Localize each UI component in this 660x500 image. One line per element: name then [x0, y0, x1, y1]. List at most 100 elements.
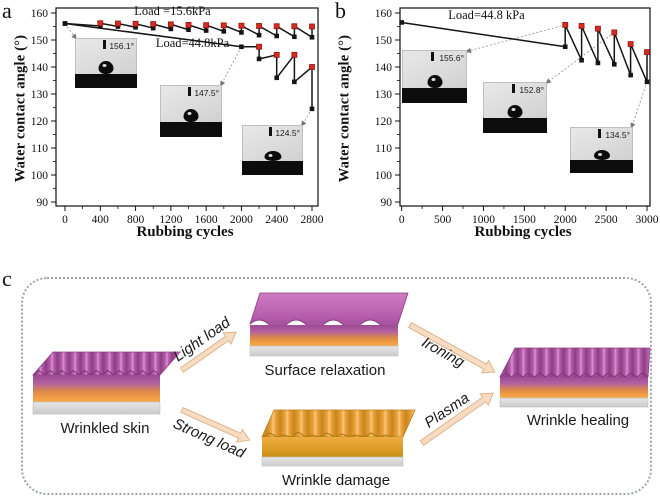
- needle-icon: [187, 87, 191, 96]
- chart-panel-b: 0 500 1000 1500 2000 2500 3000 90 100 110 120 130 14…: [375, 7, 659, 226]
- panel-letter-a: a: [2, 0, 12, 23]
- needle-icon: [511, 84, 515, 93]
- droplet-photo-inset: 156.1°: [75, 38, 137, 88]
- x-axis-title: Rubbing cycles: [474, 224, 572, 240]
- block-top-face: [249, 292, 409, 329]
- rubbed-data-marker: [256, 32, 262, 38]
- healed-data-marker: [309, 64, 315, 70]
- series-line: [64, 22, 313, 109]
- rubbed-data-marker: [309, 106, 315, 112]
- rubbed-data-marker: [292, 34, 297, 40]
- rubbed-data-marker: [62, 21, 68, 26]
- tick-label: 2800: [301, 214, 324, 226]
- axes: 0 500 1000 1500 2000 2500 3000 90 100 110 120 130 14…: [375, 7, 659, 226]
- tick-label: 1000: [472, 214, 495, 226]
- healed-data-marker: [167, 21, 174, 28]
- rubbed-data-marker: [628, 72, 633, 78]
- healed-data-marker: [203, 22, 210, 29]
- block-label-surface-relaxation: Surface relaxation: [264, 362, 386, 379]
- wrinkle-damage-block: [261, 409, 416, 467]
- tick-label: 120: [31, 116, 49, 128]
- panel-letter-c: c: [2, 266, 12, 291]
- healed-data-marker: [185, 21, 192, 28]
- tick-label: 160: [375, 8, 393, 20]
- needle-icon: [598, 129, 602, 138]
- y-axis-title: Water contact angle (°): [12, 34, 29, 183]
- wrinkled-skin-block: [32, 351, 181, 415]
- rubbed-data-marker: [644, 79, 650, 85]
- tick-label: 150: [375, 35, 393, 47]
- load-annotation: Load=44.8kPa: [155, 36, 230, 50]
- healed-data-marker: [256, 23, 262, 29]
- y-axis-title: Water contact angle (°): [336, 34, 353, 183]
- contact-angle-value: 147.5°: [194, 88, 219, 98]
- block-label-wrinkle-damage: Wrinkle damage: [281, 472, 391, 489]
- droplet-photo-inset: 155.6°: [402, 50, 467, 103]
- tick-label: 110: [31, 143, 48, 155]
- droplet-photo-inset: 124.5°: [242, 125, 303, 175]
- tick-label: 500: [434, 214, 452, 226]
- substrate-surface: [160, 121, 222, 137]
- block-front-face: [500, 377, 648, 398]
- healed-data-marker: [309, 23, 315, 30]
- tick-label: 150: [31, 35, 49, 47]
- rubbed-data-marker: [221, 29, 227, 34]
- block-base-layer: [32, 401, 161, 415]
- healed-data-marker: [291, 23, 298, 30]
- healed-data-marker: [273, 51, 280, 58]
- axes: 0 400 800 1200 1600 2000 2400 2800 90 100 110 120 13…: [31, 7, 324, 226]
- tick-label: 0: [399, 214, 405, 226]
- inset-pointer-line: [630, 81, 648, 130]
- substrate-surface: [483, 118, 547, 133]
- tick-label: 120: [375, 116, 393, 128]
- tick-label: 130: [375, 89, 393, 101]
- tick-label: 0: [62, 214, 68, 226]
- water-droplet-icon: [593, 149, 610, 160]
- substrate-surface: [242, 160, 303, 175]
- rubbed-data-marker: [239, 30, 244, 35]
- tick-label: 1500: [513, 214, 536, 226]
- chart-panel-a: 0 400 800 1200 1600 2000 2400 2800 90 100 110 120 13…: [31, 7, 324, 226]
- healed-data-marker: [578, 23, 585, 29]
- block-label-wrinkle-healing: Wrinkle healing: [526, 412, 630, 429]
- rubbed-data-marker: [115, 24, 121, 29]
- damage-ridge-edge: [261, 431, 394, 438]
- tick-label: 1200: [159, 214, 182, 226]
- plot-frame: [399, 7, 651, 207]
- block-base-layer: [499, 397, 649, 408]
- plasma-arrow: [419, 392, 495, 446]
- rubbed-data-marker: [274, 33, 280, 39]
- x-axis-title: Rubbing cycles: [136, 224, 234, 240]
- healed-data-marker: [238, 22, 245, 29]
- water-droplet-icon: [183, 108, 199, 122]
- tick-label: 400: [92, 214, 110, 226]
- rubbed-data-marker: [595, 60, 601, 66]
- healed-data-marker: [611, 29, 618, 36]
- healed-data-marker: [273, 23, 280, 30]
- panel-letter-b: b: [335, 0, 346, 23]
- healed-data-marker: [132, 20, 139, 27]
- contact-angle-value: 152.8°: [519, 85, 544, 95]
- plot-frame: [55, 7, 319, 207]
- strong-load-arrow: [180, 406, 251, 443]
- tick-label: 140: [31, 62, 49, 74]
- tick-label: 110: [375, 143, 392, 155]
- load-annotation: Load=44.8 kPa: [448, 8, 525, 22]
- block-front-face: [33, 375, 160, 402]
- inset-pointer-line: [219, 46, 242, 88]
- healed-data-marker: [644, 49, 650, 56]
- rubbed-data-marker: [133, 25, 138, 30]
- contact-angle-value: 155.6°: [439, 53, 464, 63]
- rubbed-data-marker: [168, 26, 174, 32]
- rubbed-data-marker: [309, 35, 315, 40]
- block-base-layer: [261, 456, 404, 467]
- tick-label: 2000: [230, 214, 253, 226]
- schematic-drawing: [32, 292, 651, 467]
- healed-data-marker: [115, 20, 121, 27]
- panel-a: 0 400 800 1200 1600 2000 2400 2800 90 100 110 120 13…: [0, 0, 330, 250]
- healed-data-marker: [595, 25, 601, 32]
- healed-data-marker: [97, 20, 104, 27]
- tick-label: 2400: [265, 214, 288, 226]
- contact-angle-value: 134.5°: [605, 130, 630, 140]
